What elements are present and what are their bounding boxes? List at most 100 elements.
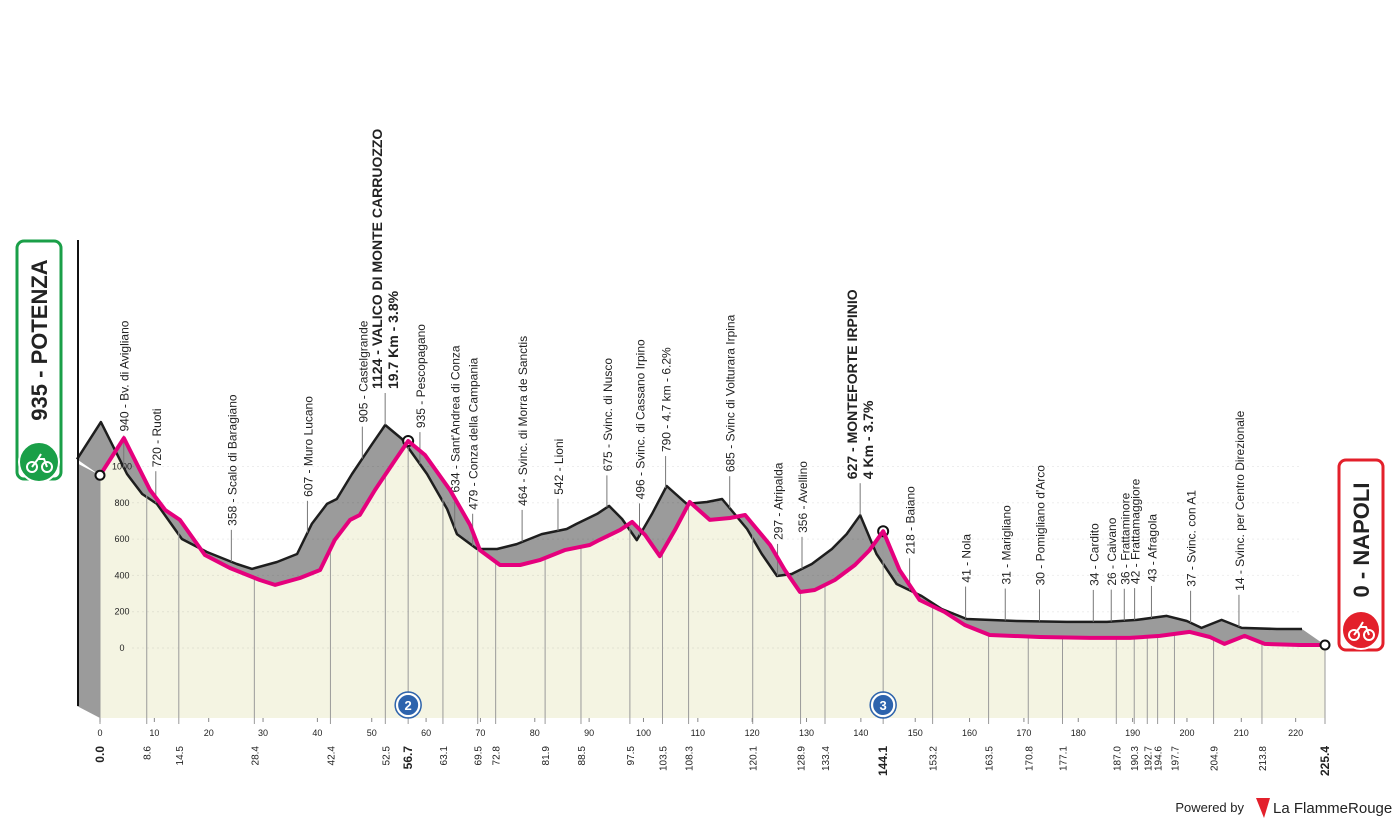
waypoint-label: 720 - Ruoti bbox=[150, 409, 164, 468]
waypoint-label: 34 - Cardito bbox=[1087, 523, 1101, 586]
x-tick-label: 170 bbox=[1016, 728, 1031, 738]
brand-logo bbox=[1256, 798, 1270, 818]
x-tick-label: 90 bbox=[584, 728, 594, 738]
waypoint-km-label: 63.1 bbox=[439, 746, 450, 766]
waypoint-km-label: 144.1 bbox=[876, 746, 890, 776]
x-tick-label: 150 bbox=[908, 728, 923, 738]
y-tick-label: 600 bbox=[114, 534, 129, 544]
waypoint-label: 675 - Svinc. di Nusco bbox=[601, 358, 615, 472]
x-tick-label: 20 bbox=[204, 728, 214, 738]
waypoint-km-label: 170.8 bbox=[1024, 746, 1035, 771]
waypoint-km-label: 190.3 bbox=[1130, 746, 1141, 771]
x-tick-label: 40 bbox=[312, 728, 322, 738]
waypoint-km-label: 0.0 bbox=[93, 746, 107, 763]
waypoint-km-label: 177.1 bbox=[1059, 746, 1070, 771]
start-icon bbox=[18, 441, 60, 483]
waypoint-km-label: 69.5 bbox=[474, 746, 485, 766]
waypoint-km-label: 133.4 bbox=[821, 746, 832, 771]
y-tick-label: 1000 bbox=[112, 462, 132, 472]
x-tick-label: 130 bbox=[799, 728, 814, 738]
endpoint-dot bbox=[94, 469, 106, 481]
brand-name: La FlammeRouge bbox=[1273, 800, 1392, 817]
y-tick-label: 400 bbox=[114, 570, 129, 580]
waypoint-km-label: 187.0 bbox=[1112, 746, 1123, 771]
waypoint-label: 14 - Svinc. per Centro Direzionale bbox=[1233, 410, 1247, 590]
waypoint-label: 42 - Frattamaggiore bbox=[1129, 478, 1143, 584]
x-tick-label: 60 bbox=[421, 728, 431, 738]
profile-line bbox=[98, 436, 1327, 647]
waypoint-label: 607 - Muro Lucano bbox=[301, 396, 315, 497]
x-tick-label: 30 bbox=[258, 728, 268, 738]
waypoint-label: 496 - Svinc. di Cassano Irpino bbox=[634, 339, 648, 499]
powered-by: Powered by bbox=[1175, 800, 1244, 815]
waypoint-km-label: 197.7 bbox=[1170, 746, 1181, 771]
x-tick-label: 10 bbox=[149, 728, 159, 738]
waypoint-label: 37 - Svinc. con A1 bbox=[1185, 490, 1199, 587]
waypoint-label: 940 - Bv. di Avigliano bbox=[118, 320, 132, 431]
climb-label: 19.7 Km - 3.8% bbox=[385, 290, 401, 389]
climb-badge bbox=[396, 693, 421, 717]
waypoint-km-label: 14.5 bbox=[175, 746, 186, 766]
waypoint-km-label: 225.4 bbox=[1318, 746, 1332, 776]
start-label: 935 - POTENZA bbox=[27, 259, 52, 420]
waypoint-km-label: 28.4 bbox=[250, 746, 261, 766]
profile-shadow bbox=[77, 422, 1325, 645]
x-tick-label: 0 bbox=[97, 728, 102, 738]
profile-layer: 0 200 400 600 800 1000 bbox=[75, 392, 1326, 724]
waypoint-label: 36 - Frattaminore bbox=[1118, 492, 1132, 584]
climb-label: 1124 - VALICO DI MONTE CARRUOZZO bbox=[369, 129, 385, 389]
waypoint-km-label: 72.8 bbox=[492, 746, 503, 766]
waypoint-label: 356 - Avellino bbox=[796, 461, 810, 533]
waypoint-km-label: 153.2 bbox=[929, 746, 940, 771]
waypoint-km-label: 128.9 bbox=[797, 746, 808, 771]
waypoint-km-label: 163.5 bbox=[985, 746, 996, 771]
waypoint-label: 30 - Pomigliano d'Arco bbox=[1034, 465, 1048, 586]
y-tick-label: 800 bbox=[114, 498, 129, 508]
climb-badge-ring bbox=[869, 691, 897, 719]
y-tick-label: 0 bbox=[119, 643, 124, 653]
climb-label: 627 - MONTEFORTE IRPINIO bbox=[844, 289, 860, 479]
waypoint-label: 479 - Conza della Campania bbox=[467, 357, 481, 509]
cyclist-icon bbox=[26, 453, 53, 473]
waypoint-label: 41 - Nola bbox=[960, 534, 974, 583]
cyclist-icon bbox=[1348, 621, 1375, 641]
climb-badge bbox=[871, 693, 896, 717]
climb-label: 4 Km - 3.7% bbox=[860, 400, 876, 479]
x-tick-label: 140 bbox=[853, 728, 868, 738]
waypoint-label: 297 - Atripalda bbox=[772, 462, 786, 540]
x-tick-label: 180 bbox=[1071, 728, 1086, 738]
ground-fill bbox=[100, 438, 1325, 718]
waypoint-label: 935 - Pescopagano bbox=[414, 324, 428, 428]
waypoint-label: 26 - Caivano bbox=[1105, 517, 1119, 585]
waypoint-label: 43 - Afragola bbox=[1145, 514, 1159, 582]
waypoint-km-label: 8.6 bbox=[143, 746, 154, 760]
waypoint-label: 542 - Lioni bbox=[552, 439, 566, 495]
waypoint-label: 31 - Marigliano bbox=[999, 505, 1013, 585]
climb-category: 3 bbox=[880, 698, 887, 713]
x-tick-label: 70 bbox=[475, 728, 485, 738]
waypoint-label: 358 - Scalo di Baragiano bbox=[225, 394, 239, 526]
x-tick-label: 210 bbox=[1234, 728, 1249, 738]
endpoint-dot bbox=[1319, 639, 1331, 651]
waypoint-km-label: 88.5 bbox=[577, 746, 588, 766]
finish-label: 0 - NAPOLI bbox=[1349, 483, 1374, 598]
x-tick-label: 190 bbox=[1125, 728, 1140, 738]
waypoint-label: 464 - Svinc. di Morra de Sanctis bbox=[516, 336, 530, 506]
waypoint-label: 685 - Svinc di Volturara Irpina bbox=[724, 314, 738, 472]
waypoint-label: 905 - Castelgrande bbox=[356, 320, 370, 422]
left-face bbox=[77, 463, 100, 718]
waypoint-km-label: 120.1 bbox=[749, 746, 760, 771]
waypoint-km-label: 103.5 bbox=[659, 746, 670, 771]
x-tick-label: 120 bbox=[745, 728, 760, 738]
waypoint-km-label: 194.6 bbox=[1154, 746, 1165, 771]
waypoint-km-label: 42.4 bbox=[326, 746, 337, 766]
x-tick-label: 200 bbox=[1179, 728, 1194, 738]
waypoint-label: 790 - 4.7 km - 6.2% bbox=[660, 347, 674, 452]
waypoint-km-label: 52.5 bbox=[381, 746, 392, 766]
x-tick-label: 220 bbox=[1288, 728, 1303, 738]
climb-badge-ring bbox=[394, 691, 422, 719]
climb-category: 2 bbox=[405, 698, 412, 713]
waypoint-km-label: 192.7 bbox=[1143, 746, 1154, 771]
waypoint-km-label: 204.9 bbox=[1210, 746, 1221, 771]
